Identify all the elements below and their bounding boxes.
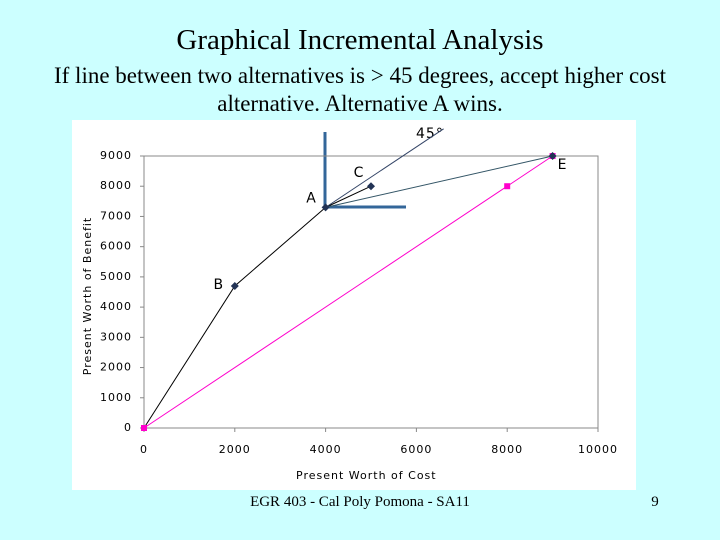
point-label: E <box>558 157 568 173</box>
y-tick-label: 7000 <box>100 209 132 222</box>
point-label: C <box>354 165 365 181</box>
page-number: 9 <box>651 494 659 510</box>
x-axis-title: Present Worth of Cost <box>296 469 437 482</box>
point-label: A <box>306 190 317 206</box>
y-tick-label: 6000 <box>100 240 132 253</box>
y-tick-label: 2000 <box>100 361 132 374</box>
y-tick-label: 8000 <box>100 179 132 192</box>
x-tick-label: 10000 <box>578 443 618 456</box>
x-tick-label: 8000 <box>491 443 523 456</box>
series-line <box>325 185 372 208</box>
plot-frame <box>143 155 599 429</box>
point-marker <box>367 182 375 191</box>
point-marker <box>548 152 557 160</box>
point-marker <box>230 281 239 290</box>
y-tick-label: 4000 <box>100 300 132 313</box>
series-marker <box>504 183 511 190</box>
y-tick-label: 3000 <box>100 330 132 343</box>
y-tick-label: 9000 <box>100 149 132 162</box>
x-tick-label: 2000 <box>219 443 251 456</box>
point-label: B <box>213 277 224 293</box>
x-tick-label: 0 <box>140 443 148 456</box>
annotation: 45° <box>416 126 444 142</box>
slide-subtitle: If line between two alternatives is > 45… <box>53 63 666 116</box>
footer: EGR 403 - Cal Poly Pomona - SA11 <box>250 494 470 510</box>
point-marker <box>321 203 330 212</box>
x-tick-label: 6000 <box>400 443 432 456</box>
y-tick-label: 1000 <box>100 391 132 404</box>
slide-title: Graphical Incremental Analysis <box>176 24 544 56</box>
series-marker <box>141 425 147 431</box>
y-tick-label: 0 <box>124 421 132 434</box>
y-tick-label: 5000 <box>100 270 132 283</box>
x-tick-label: 4000 <box>310 443 342 456</box>
series-line <box>325 128 444 208</box>
y-axis-title: Present Worth of Benefit <box>81 217 94 375</box>
series-line <box>325 155 553 208</box>
